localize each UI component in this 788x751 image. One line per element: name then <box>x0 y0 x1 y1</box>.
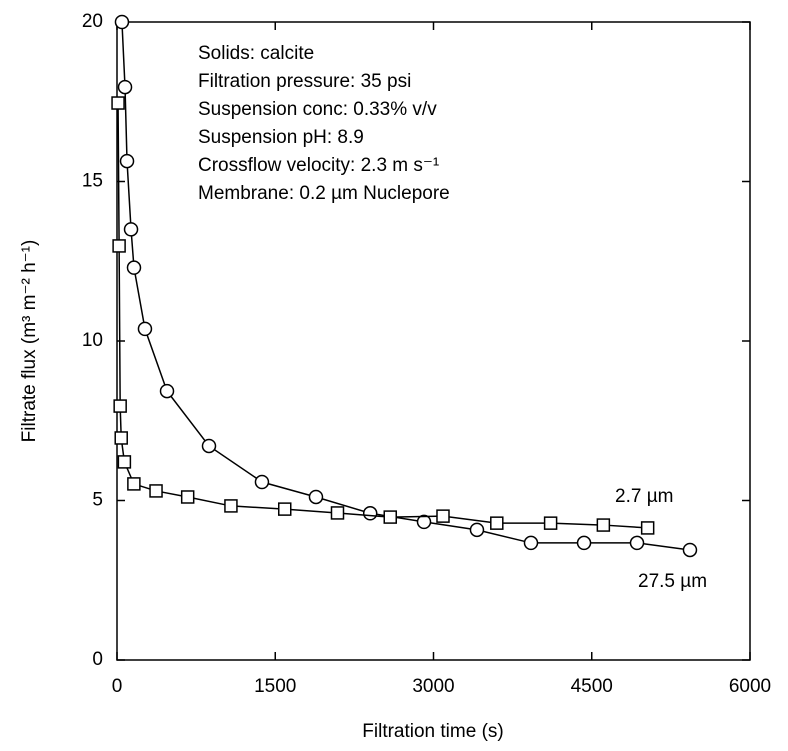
x-tick-label: 3000 <box>412 676 454 697</box>
annotation: Suspension conc: 0.33% v/v <box>198 99 437 120</box>
marker <box>114 14 130 30</box>
marker <box>596 518 611 532</box>
marker <box>114 431 128 445</box>
marker <box>308 489 324 505</box>
marker <box>383 510 397 524</box>
y-tick-label: 20 <box>82 11 103 32</box>
marker <box>277 502 292 516</box>
marker <box>629 535 645 551</box>
series-label: 27.5 µm <box>638 571 707 592</box>
x-tick-label: 0 <box>112 676 123 697</box>
marker <box>576 535 592 551</box>
x-tick-label: 6000 <box>729 676 771 697</box>
annotation: Crossflow velocity: 2.3 m s⁻¹ <box>198 155 439 176</box>
y-axis-label: Filtrate flux (m³ m⁻² h⁻¹) <box>19 240 40 443</box>
y-tick-label: 15 <box>82 171 103 192</box>
annotation: Solids: calcite <box>198 43 314 64</box>
marker <box>490 516 504 530</box>
annotation: Filtration pressure: 35 psi <box>198 71 411 92</box>
marker <box>126 260 142 275</box>
marker <box>117 79 133 95</box>
marker <box>416 514 432 530</box>
annotation: Membrane: 0.2 µm Nuclepore <box>198 183 450 204</box>
marker <box>640 521 655 535</box>
marker <box>123 222 139 237</box>
marker <box>436 509 450 523</box>
y-tick-label: 0 <box>92 649 103 670</box>
marker <box>362 506 378 521</box>
x-tick-label: 4500 <box>571 676 613 697</box>
marker <box>117 455 132 469</box>
marker <box>330 506 345 520</box>
x-axis-label: Filtration time (s) <box>362 721 503 742</box>
marker <box>111 96 125 110</box>
marker <box>149 484 163 498</box>
x-tick-label: 1500 <box>254 676 296 697</box>
marker <box>254 474 270 490</box>
marker <box>523 535 539 551</box>
marker <box>543 516 558 530</box>
series-label: 2.7 µm <box>615 486 673 507</box>
y-tick-label: 5 <box>92 490 103 511</box>
annotation: Suspension pH: 8.9 <box>198 127 364 148</box>
marker <box>682 542 698 558</box>
marker <box>224 499 238 513</box>
marker <box>180 490 195 504</box>
marker <box>119 153 135 169</box>
marker <box>127 477 141 491</box>
marker <box>159 383 175 399</box>
marker <box>137 321 153 337</box>
marker <box>201 438 217 454</box>
y-tick-label: 10 <box>82 330 103 351</box>
marker <box>113 399 127 413</box>
marker <box>469 522 485 538</box>
marker <box>112 239 126 253</box>
